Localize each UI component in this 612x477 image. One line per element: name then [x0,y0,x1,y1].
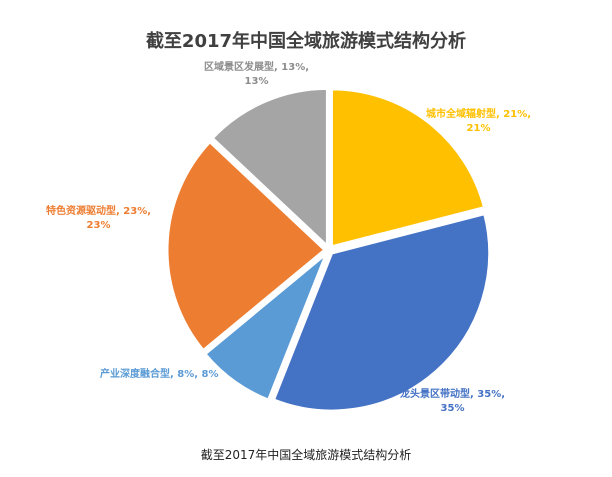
slice-industry [202,252,329,403]
chart-title: 截至2017年中国全域旅游模式结构分析 [145,31,467,52]
slice-resource [165,139,328,353]
slice-label-city-text: 城市全域辐射型, 21%, [426,109,532,120]
slice-label-city: 城市全域辐射型, 21%, 21% [426,108,531,136]
slice-label-region-text: 区域景区发展型, 13%, [204,62,310,73]
slice-label-resource-text: 特色资源驱动型, 23%, [46,206,152,217]
slice-label-industry: 产业深度融合型, 8%, 8% [100,368,219,382]
slice-label-leading: 龙头景区带动型, 35%, 35% [400,388,505,416]
slice-label-leading-value: 35% [440,403,465,414]
slice-region [210,86,329,250]
slice-label-region-value: 13% [244,76,269,87]
slice-label-industry-text: 产业深度融合型, 8%, 8% [100,369,219,380]
slice-label-resource: 特色资源驱动型, 23%, 23% [46,205,151,233]
slice-leading [271,211,492,413]
slice-label-city-value: 21% [466,123,491,134]
slice-label-leading-text: 龙头景区带动型, 35%, [400,389,506,400]
slice-label-region: 区域景区发展型, 13%, 13% [204,61,309,89]
figure-caption: 截至2017年中国全域旅游模式结构分析 [200,448,412,462]
slice-city [329,87,487,249]
slice-label-resource-value: 23% [86,220,111,231]
